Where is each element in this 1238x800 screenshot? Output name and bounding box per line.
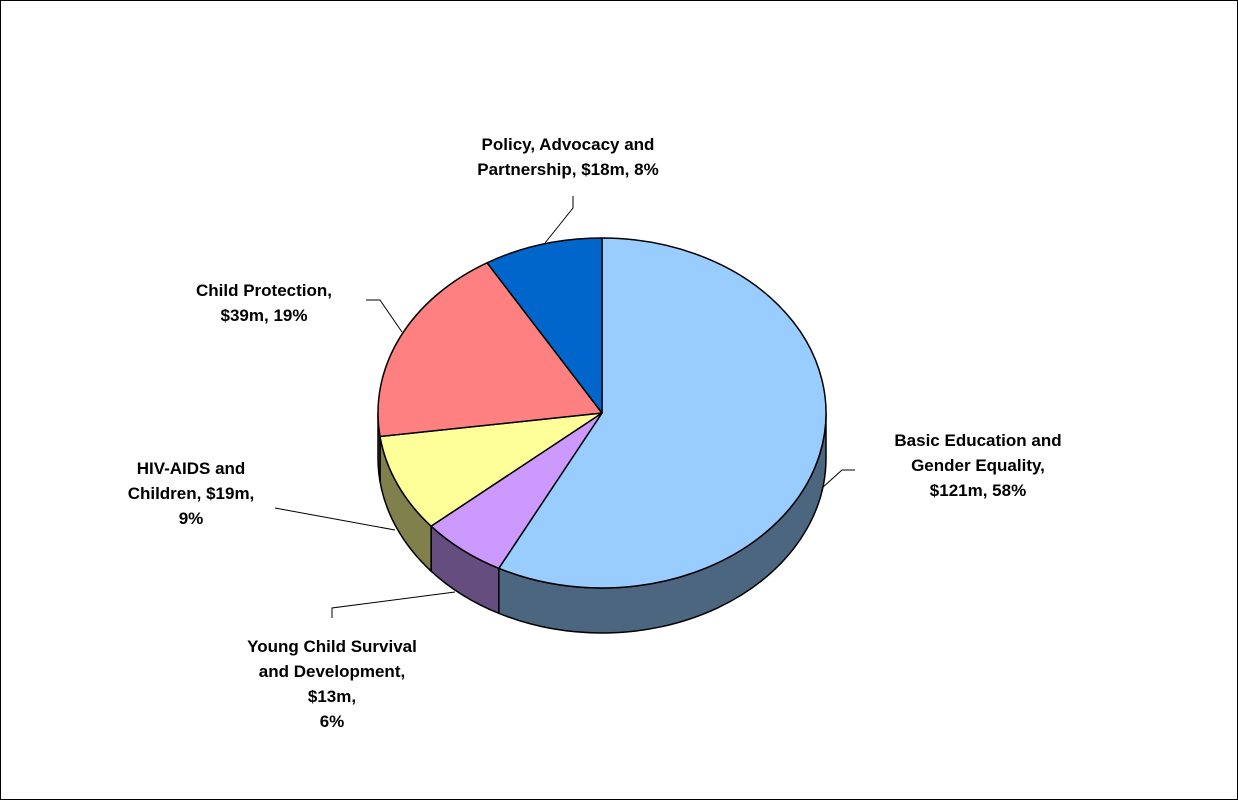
- leader-line-1: [331, 591, 456, 618]
- pie-slice-2: [379, 412, 603, 527]
- slice-labels: Basic Education and Gender Equality, $121m…: [128, 135, 1062, 731]
- pie-slices: [377, 237, 827, 589]
- pie-slice-3: [377, 262, 603, 438]
- data-label-4: Policy, Advocacy and Partnership, $18m, 8…: [477, 135, 658, 179]
- leader-line-3: [366, 299, 403, 333]
- leader-line-2: [274, 507, 396, 531]
- data-label-0: Basic Education and Gender Equality, $121m…: [894, 431, 1061, 500]
- pie-sides: [377, 412, 827, 634]
- leader-lines: [274, 196, 855, 618]
- data-label-1: Young Child Survival and Development, $13m…: [247, 637, 417, 731]
- pie-slice-0: [498, 237, 827, 589]
- pie-slice-4: [486, 237, 603, 414]
- leader-line-0: [821, 469, 855, 489]
- data-label-3: Child Protection, $39m, 19%: [196, 281, 332, 325]
- leader-line-4: [544, 196, 574, 244]
- data-label-2: HIV-AIDS and Children, $19m, 9%: [128, 459, 255, 528]
